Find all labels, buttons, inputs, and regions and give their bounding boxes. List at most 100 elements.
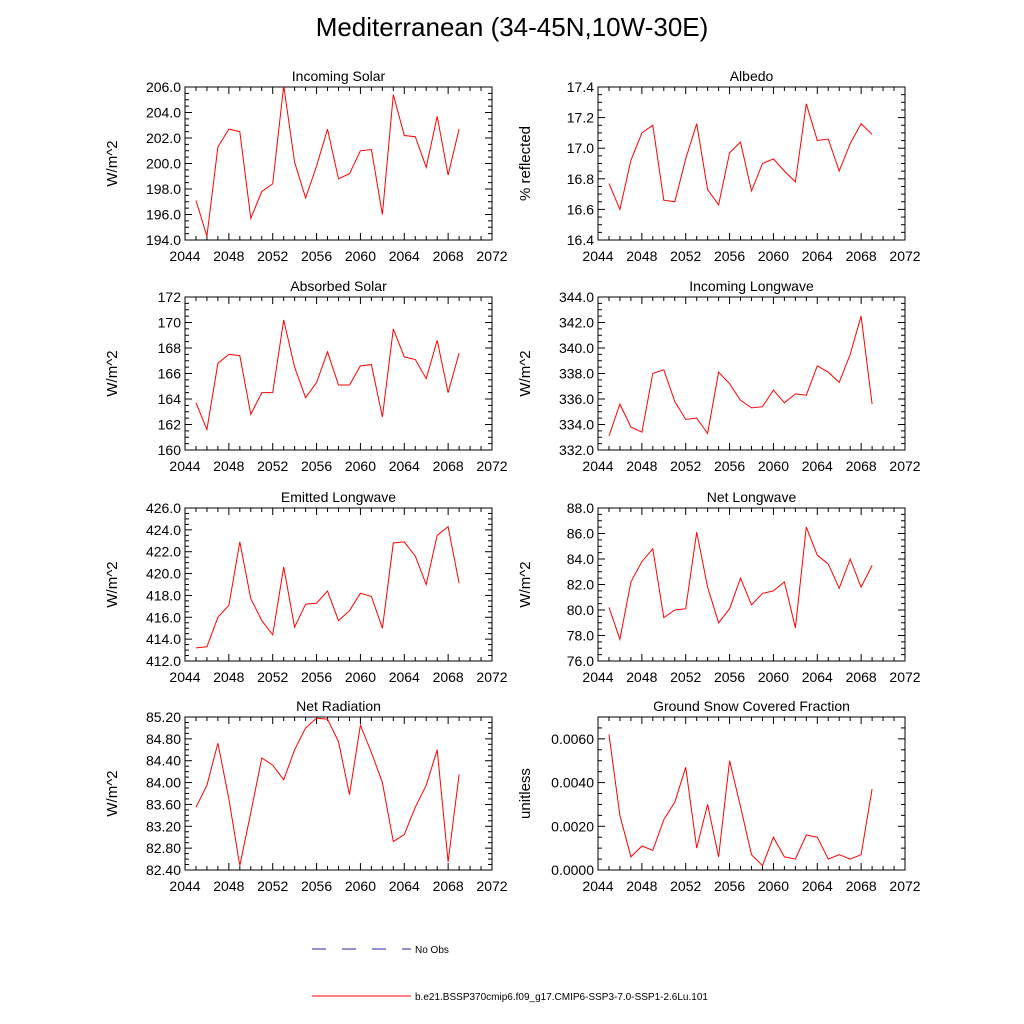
y-tick-label: 82.0 xyxy=(567,577,594,593)
x-tick-label: 2060 xyxy=(758,669,789,685)
x-tick-label: 2064 xyxy=(802,669,833,685)
y-axis-label: W/m^2 xyxy=(517,350,534,396)
y-tick-label: 84.00 xyxy=(146,775,181,791)
x-tick-label: 2068 xyxy=(433,458,464,474)
panel-title: Albedo xyxy=(730,68,774,84)
y-tick-label: 412.0 xyxy=(146,653,181,669)
x-tick-label: 2064 xyxy=(389,669,420,685)
y-tick-label: 168 xyxy=(158,340,182,356)
chart-panel-2: Albedo % reflected 2044 2048 2052 2056 2060 206… xyxy=(517,68,921,264)
chart-panel-3: Absorbed Solar W/m^2 2044 2048 2052 2056 2060 2… xyxy=(104,278,508,474)
x-tick-label: 2072 xyxy=(476,878,507,894)
y-tick-label: 80.0 xyxy=(567,602,594,618)
x-tick-label: 2044 xyxy=(582,669,613,685)
y-tick-label: 200.0 xyxy=(146,156,181,172)
y-tick-label: 164 xyxy=(158,391,182,407)
x-tick-label: 2056 xyxy=(301,878,332,894)
x-tick-label: 2072 xyxy=(476,248,507,264)
y-tick-label: 16.6 xyxy=(567,201,594,217)
x-tick-label: 2064 xyxy=(389,878,420,894)
y-tick-label: 16.4 xyxy=(567,232,594,248)
chart-panel-6: Net Longwave W/m^2 2044 2048 2052 2056 2060 206… xyxy=(517,489,921,685)
y-tick-label: 83.20 xyxy=(146,818,181,834)
y-tick-label: 426.0 xyxy=(146,500,181,516)
x-tick-label: 2056 xyxy=(714,669,745,685)
chart-panel-8: Ground Snow Covered Fraction unitless 2044… xyxy=(517,698,921,894)
x-tick-label: 2072 xyxy=(889,248,920,264)
panel-title: Net Radiation xyxy=(296,698,381,714)
x-tick-label: 2068 xyxy=(846,458,877,474)
series-line xyxy=(608,734,873,867)
y-tick-label: 342.0 xyxy=(559,315,594,331)
y-tick-label: 422.0 xyxy=(146,544,181,560)
x-tick-label: 2072 xyxy=(889,458,920,474)
x-tick-label: 2052 xyxy=(670,878,701,894)
x-tick-label: 2060 xyxy=(345,248,376,264)
x-tick-label: 2052 xyxy=(257,248,288,264)
y-axis-label: W/m^2 xyxy=(104,140,121,186)
x-tick-label: 2064 xyxy=(389,248,420,264)
series-line xyxy=(195,717,460,866)
x-tick-label: 2044 xyxy=(169,248,200,264)
y-tick-label: 76.0 xyxy=(567,653,594,669)
x-tick-label: 2068 xyxy=(846,878,877,894)
x-tick-label: 2048 xyxy=(213,878,244,894)
y-tick-label: 194.0 xyxy=(146,232,181,248)
x-tick-label: 2072 xyxy=(889,669,920,685)
x-tick-label: 2064 xyxy=(802,248,833,264)
x-tick-label: 2072 xyxy=(476,458,507,474)
y-tick-label: 344.0 xyxy=(559,289,594,305)
x-tick-label: 2052 xyxy=(670,248,701,264)
y-tick-label: 170 xyxy=(158,315,182,331)
x-tick-label: 2044 xyxy=(169,878,200,894)
x-tick-label: 2056 xyxy=(714,458,745,474)
no-obs-legend-label: No Obs xyxy=(415,945,449,956)
panel-title: Emitted Longwave xyxy=(281,489,396,505)
y-axis-label: W/m^2 xyxy=(104,350,121,396)
x-tick-label: 2044 xyxy=(169,669,200,685)
x-tick-label: 2044 xyxy=(582,878,613,894)
panel-title: Absorbed Solar xyxy=(290,278,387,294)
y-tick-label: 206.0 xyxy=(146,79,181,95)
x-tick-label: 2060 xyxy=(345,458,376,474)
y-tick-label: 340.0 xyxy=(559,340,594,356)
x-tick-label: 2060 xyxy=(758,458,789,474)
series-line xyxy=(608,315,873,437)
panel-title: Net Longwave xyxy=(707,489,797,505)
y-tick-label: 17.0 xyxy=(567,140,594,156)
chart-panel-4: Incoming Longwave W/m^2 2044 2048 2052 2056 20… xyxy=(517,278,921,474)
x-tick-label: 2064 xyxy=(802,878,833,894)
panel-title: Incoming Solar xyxy=(292,68,386,84)
y-tick-label: 336.0 xyxy=(559,391,594,407)
y-tick-label: 172 xyxy=(158,289,182,305)
y-tick-label: 198.0 xyxy=(146,181,181,197)
chart-panel-7: Net Radiation W/m^2 2044 2048 2052 2056 2060 20… xyxy=(104,698,508,894)
x-tick-label: 2068 xyxy=(846,669,877,685)
x-tick-label: 2052 xyxy=(257,669,288,685)
x-tick-label: 2056 xyxy=(301,248,332,264)
x-tick-label: 2048 xyxy=(626,248,657,264)
y-tick-label: 420.0 xyxy=(146,566,181,582)
y-tick-label: 84.0 xyxy=(567,551,594,567)
y-axis-label: W/m^2 xyxy=(517,561,534,607)
y-tick-label: 416.0 xyxy=(146,609,181,625)
panel-title: Incoming Longwave xyxy=(689,278,814,294)
series-line xyxy=(195,87,460,237)
y-tick-label: 418.0 xyxy=(146,587,181,603)
x-tick-label: 2048 xyxy=(626,878,657,894)
x-tick-label: 2064 xyxy=(389,458,420,474)
y-tick-label: 332.0 xyxy=(559,442,594,458)
x-tick-label: 2072 xyxy=(889,878,920,894)
x-tick-label: 2056 xyxy=(301,669,332,685)
y-tick-label: 84.40 xyxy=(146,753,181,769)
y-axis-label: % reflected xyxy=(517,126,534,201)
x-tick-label: 2048 xyxy=(213,669,244,685)
series-line xyxy=(195,525,460,649)
x-tick-label: 2060 xyxy=(345,878,376,894)
x-tick-label: 2056 xyxy=(714,248,745,264)
x-tick-label: 2060 xyxy=(758,248,789,264)
y-tick-label: 0.0000 xyxy=(551,862,594,878)
y-axis-label: W/m^2 xyxy=(104,770,121,816)
x-tick-label: 2048 xyxy=(626,669,657,685)
y-tick-label: 0.0040 xyxy=(551,775,594,791)
